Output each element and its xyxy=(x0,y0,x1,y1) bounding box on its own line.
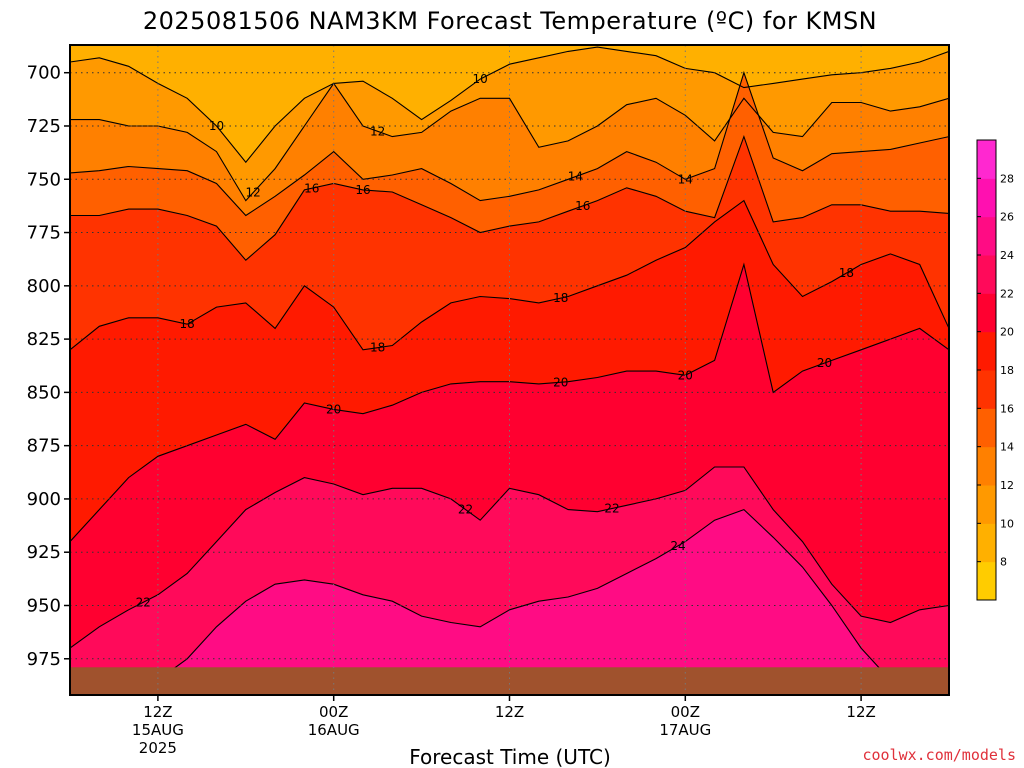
x-tick-label: 17AUG xyxy=(659,721,711,739)
y-tick-label: 875 xyxy=(27,436,61,457)
contour-label-22: 22 xyxy=(604,502,619,516)
colorbar-swatch xyxy=(977,178,996,218)
contour-label-18: 18 xyxy=(553,291,568,305)
x-tick-label: 00Z xyxy=(319,703,348,721)
y-tick-label: 775 xyxy=(27,223,61,244)
x-tick-label: 12Z xyxy=(143,703,172,721)
isotherm-22 xyxy=(70,466,949,649)
contour-label-22: 22 xyxy=(458,503,473,517)
y-tick-label: 700 xyxy=(27,63,61,84)
contour-label-14: 14 xyxy=(678,172,693,186)
y-tick-label: 925 xyxy=(27,542,61,563)
colorbar-label: 16 xyxy=(1000,402,1014,415)
isotherm-16 xyxy=(70,134,949,261)
x-tick-label: 00Z xyxy=(671,703,700,721)
band-above-24 xyxy=(70,509,949,695)
y-tick-label: 825 xyxy=(27,329,61,350)
contour-label-20: 20 xyxy=(326,402,341,416)
y-tick-label: 900 xyxy=(27,489,61,510)
x-tick-label: 12Z xyxy=(846,703,875,721)
contour-label-12: 12 xyxy=(370,124,385,138)
colorbar-label: 26 xyxy=(1000,211,1014,224)
credit-label: coolwx.com/models xyxy=(862,746,1016,764)
isotherm-12 xyxy=(70,82,949,202)
x-axis-label: Forecast Time (UTC) xyxy=(409,745,611,768)
contour-label-18: 18 xyxy=(839,266,854,280)
contour-label-20: 20 xyxy=(678,368,693,382)
x-tick-label: 2025 xyxy=(139,739,177,757)
y-tick-label: 950 xyxy=(27,595,61,616)
isotherm-lines xyxy=(70,46,949,695)
contour-label-20: 20 xyxy=(817,356,832,370)
colorbar-swatch xyxy=(977,446,996,486)
contour-label-18: 18 xyxy=(180,317,195,331)
y-tick-label: 725 xyxy=(27,116,61,137)
colorbar-swatch xyxy=(977,523,996,563)
colorbar-label: 28 xyxy=(1000,172,1014,185)
colorbar-swatch xyxy=(977,140,996,179)
colorbar-swatch xyxy=(977,561,996,601)
contour-label-16: 16 xyxy=(355,183,370,197)
contour-label-24: 24 xyxy=(670,539,685,553)
colorbar-swatch xyxy=(977,485,996,524)
contour-labels: 10 10 12 12 14 14 16 16 16 18 18 18 18 20 20 20 20 22 22 22… xyxy=(136,72,854,609)
y-tick-label: 850 xyxy=(27,382,61,403)
x-tick-label: 15AUG xyxy=(132,721,184,739)
plot-area: 10 10 12 12 14 14 16 16 16 18 18 18 18 20 20 20 20 22 22 22… xyxy=(69,44,950,696)
colorbar-label: 20 xyxy=(1000,326,1014,339)
colorbar-swatch xyxy=(977,293,996,333)
contour-label-20: 20 xyxy=(553,375,568,389)
ground-surface xyxy=(70,667,949,695)
colorbar: 8 10 12 14 16 18 20 22 24 26 28 xyxy=(976,139,1014,601)
contour-label-16: 16 xyxy=(304,181,319,195)
x-tick-label: 16AUG xyxy=(308,721,360,739)
colorbar-swatch xyxy=(977,216,996,256)
colorbar-swatch xyxy=(977,370,996,409)
colorbar-swatch xyxy=(977,408,996,448)
contour-label-16: 16 xyxy=(575,199,590,213)
contour-label-10: 10 xyxy=(209,119,224,133)
colorbar-label: 12 xyxy=(1000,479,1014,492)
isotherm-10 xyxy=(70,46,949,164)
y-tick-label: 975 xyxy=(27,649,61,670)
contour-label-22: 22 xyxy=(136,595,151,609)
colorbar-label: 24 xyxy=(1000,249,1014,262)
colorbar-label: 18 xyxy=(1000,364,1014,377)
colorbar-swatch xyxy=(977,331,996,371)
contour-label-12: 12 xyxy=(245,186,260,200)
x-tick-label: 12Z xyxy=(495,703,524,721)
chart-title: 2025081506 NAM3KM Forecast Temperature (… xyxy=(143,7,877,35)
ground-fill xyxy=(70,667,949,695)
y-tick-label: 750 xyxy=(27,169,61,190)
grid-lines xyxy=(70,45,949,695)
colorbar-swatch xyxy=(977,255,996,294)
y-axis-ticks: 700 725 750 775 800 825 850 875 900 925 950 975 xyxy=(27,63,70,670)
contour-label-18: 18 xyxy=(370,341,385,355)
colorbar-label: 14 xyxy=(1000,441,1014,454)
y-tick-label: 800 xyxy=(27,276,61,297)
colorbar-label: 10 xyxy=(1000,517,1014,530)
contour-label-14: 14 xyxy=(568,170,583,184)
contour-label-10: 10 xyxy=(473,72,488,86)
isotherm-14 xyxy=(70,70,949,217)
colorbar-label: 8 xyxy=(1000,556,1007,569)
isotherm-24 xyxy=(70,508,949,695)
colorbar-label: 22 xyxy=(1000,287,1014,300)
